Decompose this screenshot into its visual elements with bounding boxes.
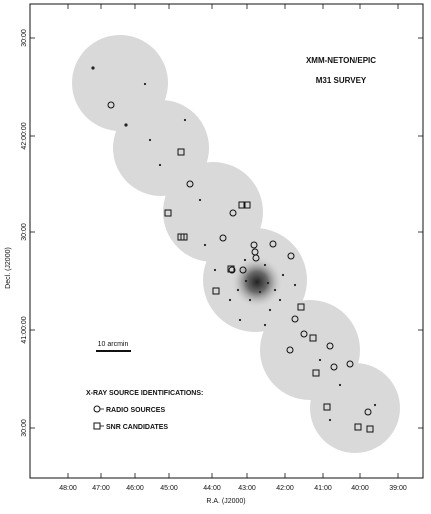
legend-radio-label: RADIO SOURCES — [106, 407, 165, 414]
x-tick-label: 40:00 — [351, 485, 369, 492]
x-ray-point-source — [158, 163, 162, 167]
snr-candidate-marker — [177, 148, 185, 156]
radio-source-marker — [286, 346, 294, 354]
x-tick-label: 43:00 — [238, 485, 256, 492]
y-tick-label: 30:00 — [21, 223, 28, 241]
radio-source-marker — [346, 360, 354, 368]
radio-source-marker — [186, 180, 194, 188]
x-ray-point-source — [258, 290, 262, 294]
x-ray-point-source — [281, 273, 285, 277]
snr-candidate-markers — [164, 148, 374, 433]
x-ray-point-source — [148, 138, 152, 142]
snr-candidate-marker — [227, 265, 235, 273]
x-ray-point-source — [183, 118, 187, 122]
snr-candidate-marker — [309, 334, 317, 342]
x-ray-point-source — [338, 383, 342, 387]
radio-source-marker — [229, 209, 237, 217]
x-tick-labels: 48:00 47:00 46:00 45:00 44:00 43:00 42:0… — [59, 485, 407, 492]
x-tick-label: 44:00 — [203, 485, 221, 492]
x-tick-label: 45:00 — [160, 485, 178, 492]
x-ray-point-source — [278, 298, 282, 302]
radio-source-markers — [107, 101, 372, 416]
snr-candidate-marker — [238, 201, 246, 209]
survey-fields — [72, 35, 400, 453]
radio-source-marker — [239, 266, 247, 274]
snr-candidate-marker — [297, 303, 305, 311]
x-ray-point-source — [198, 198, 202, 202]
x-ray-point-source — [263, 263, 267, 267]
x-tick-label: 46:00 — [126, 485, 144, 492]
y-tick-label: 30:00 — [21, 29, 28, 47]
x-tick-label: 39:00 — [389, 485, 407, 492]
figure-subtitle: M31 SURVEY — [316, 76, 367, 85]
snr-candidate-marker — [212, 287, 220, 295]
galaxy-bulge — [231, 256, 283, 308]
legend-snr-label: SNR CANDIDATES — [106, 424, 168, 431]
x-ray-point-source — [238, 318, 242, 322]
x-ray-point-source — [328, 418, 332, 422]
x-tick-label: 41:00 — [314, 485, 332, 492]
x-ray-point-source — [248, 298, 252, 302]
snr-candidate-marker — [243, 201, 251, 209]
radio-source-marker — [107, 101, 115, 109]
radio-source-marker — [291, 315, 299, 323]
x-ray-point-source — [236, 288, 240, 292]
snr-candidate-marker — [164, 209, 172, 217]
survey-field — [310, 363, 400, 453]
scale-bar-label: 10 arcmin — [98, 341, 129, 348]
x-ray-point-source — [213, 268, 217, 272]
x-ray-point-source — [273, 288, 277, 292]
x-ray-point-source — [293, 283, 297, 287]
snr-candidate-marker — [354, 423, 362, 431]
radio-source-marker — [250, 241, 258, 249]
x-axis-label: R.A. (J2000) — [206, 498, 245, 505]
x-ray-point-source — [266, 281, 270, 285]
snr-candidate-marker — [366, 425, 374, 433]
snr-candidate-marker — [180, 233, 188, 241]
figure-title: XMM-NETON/EPIC — [306, 56, 376, 65]
x-ray-point-source — [268, 308, 272, 312]
radio-source-marker — [287, 252, 295, 260]
radio-source-marker — [330, 363, 338, 371]
y-tick-label: 30:00 — [21, 419, 28, 437]
y-axis-label: Decl. (J2000) — [5, 247, 12, 289]
radio-source-marker — [300, 330, 308, 338]
radio-source-marker — [326, 342, 334, 350]
x-ray-point-sources — [91, 66, 377, 422]
x-ray-point-source — [228, 298, 232, 302]
snr-candidate-marker — [312, 369, 320, 377]
x-ray-point-source — [124, 123, 128, 127]
radio-source-marker — [252, 254, 260, 262]
x-ray-point-source — [263, 323, 267, 327]
y-tick-label: 42:00:00 — [21, 122, 28, 149]
x-ray-point-source — [91, 66, 95, 70]
x-tick-label: 48:00 — [59, 485, 77, 492]
radio-source-marker — [219, 234, 227, 242]
x-ray-point-source — [203, 243, 207, 247]
legend-title: X-RAY SOURCE IDENTIFICATIONS: — [86, 390, 203, 397]
radio-source-marker — [228, 266, 236, 274]
snr-candidate-marker — [323, 403, 331, 411]
radio-source-marker — [269, 240, 277, 248]
y-tick-label: 41:00:00 — [21, 316, 28, 343]
axis-ticks — [30, 4, 423, 478]
y-tick-labels: 30:00 42:00:00 30:00 41:00:00 30:00 — [21, 29, 28, 437]
radio-source-marker — [364, 408, 372, 416]
x-ray-point-source — [373, 403, 377, 407]
x-tick-label: 47:00 — [92, 485, 110, 492]
x-ray-point-source — [143, 82, 147, 86]
x-ray-point-source — [244, 279, 248, 283]
x-ray-point-source — [243, 258, 247, 262]
x-tick-label: 42:00 — [276, 485, 294, 492]
x-ray-point-source — [318, 358, 322, 362]
